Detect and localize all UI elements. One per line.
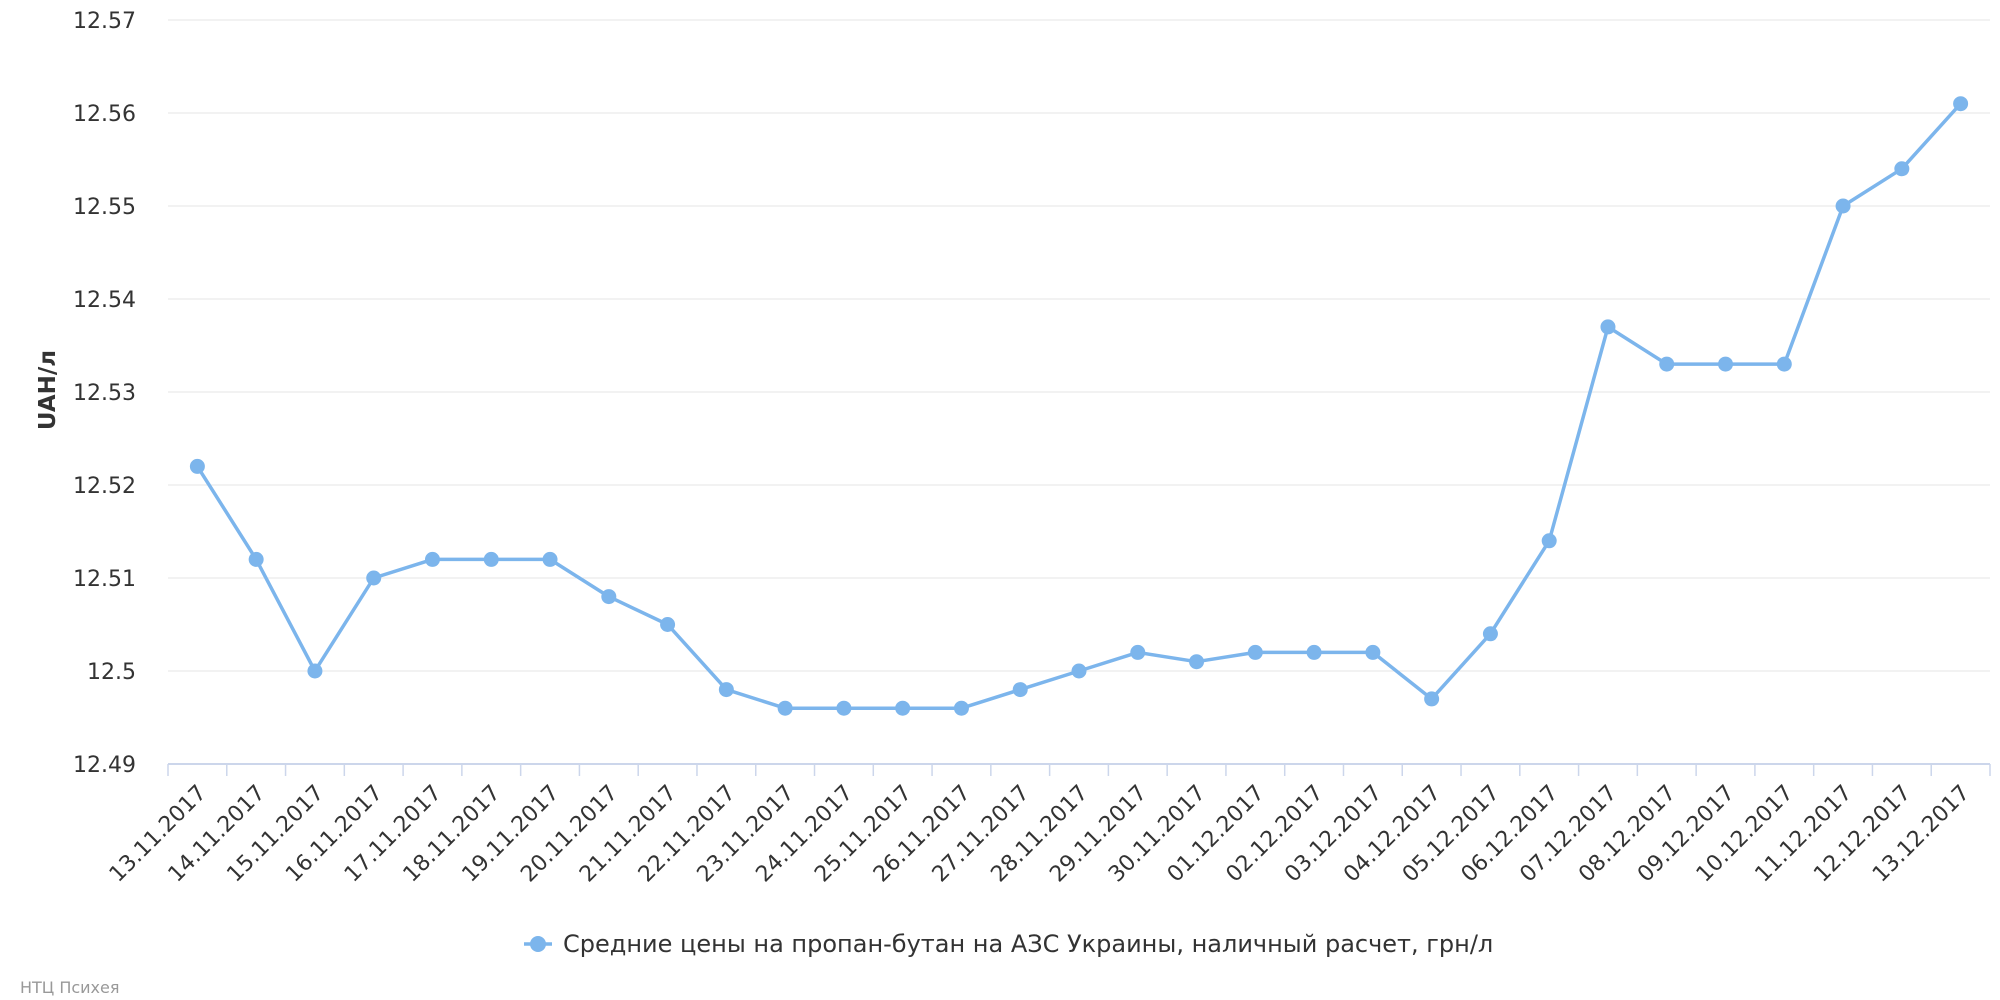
data-point bbox=[189, 458, 205, 474]
y-axis-label: UAH/л bbox=[35, 350, 61, 430]
data-point bbox=[542, 551, 558, 567]
data-point bbox=[777, 700, 793, 716]
series-line bbox=[195, 101, 1963, 710]
series-layer bbox=[189, 96, 1969, 716]
y-axis-ticks: 12.49 12.5 12.51 12.52 12.53 12.54 12.55 12.56 1… bbox=[73, 9, 136, 778]
grid-lines bbox=[168, 19, 1990, 672]
data-point bbox=[1659, 356, 1675, 372]
y-tick-label: 12.52 bbox=[73, 474, 136, 499]
data-point bbox=[1424, 691, 1440, 707]
data-point bbox=[1835, 198, 1851, 214]
y-tick-label: 12.51 bbox=[73, 567, 136, 592]
data-point bbox=[1130, 644, 1146, 660]
chart-credit: НТЦ Психея bbox=[20, 978, 119, 997]
y-tick-label: 12.5 bbox=[87, 660, 136, 685]
data-point bbox=[1012, 682, 1028, 698]
x-axis-ticks: 13.11.201714.11.201715.11.201716.11.2017… bbox=[105, 781, 1975, 888]
data-point bbox=[424, 551, 440, 567]
y-tick-label: 12.53 bbox=[73, 381, 136, 406]
data-point bbox=[1365, 644, 1381, 660]
data-point bbox=[1306, 644, 1322, 660]
x-axis bbox=[167, 763, 1991, 776]
data-point bbox=[1776, 356, 1792, 372]
data-point bbox=[953, 700, 969, 716]
data-point bbox=[483, 551, 499, 567]
data-point bbox=[1247, 644, 1263, 660]
data-point bbox=[307, 663, 323, 679]
data-point bbox=[836, 700, 852, 716]
data-point bbox=[601, 589, 617, 605]
data-point bbox=[1894, 161, 1910, 177]
data-point bbox=[1600, 319, 1616, 335]
data-point bbox=[660, 617, 676, 632]
legend-label[interactable]: Средние цены на пропан-бутан на АЗС Укра… bbox=[563, 930, 1493, 958]
y-tick-label: 12.49 bbox=[73, 753, 136, 778]
y-tick-label: 12.56 bbox=[73, 102, 136, 127]
data-point bbox=[895, 700, 911, 716]
y-tick-label: 12.54 bbox=[73, 288, 136, 313]
data-point bbox=[1541, 533, 1557, 549]
data-point bbox=[366, 570, 382, 586]
legend[interactable]: Средние цены на пропан-бутан на АЗС Укра… bbox=[524, 930, 1493, 958]
y-tick-label: 12.55 bbox=[73, 195, 136, 220]
data-point bbox=[1953, 96, 1969, 112]
y-tick-label: 12.57 bbox=[73, 9, 136, 34]
data-point bbox=[1718, 356, 1734, 372]
legend-dot-marker bbox=[530, 936, 546, 952]
data-point bbox=[1071, 663, 1087, 679]
data-point bbox=[1189, 654, 1205, 670]
data-point bbox=[248, 551, 264, 567]
data-point bbox=[1482, 626, 1498, 642]
data-point bbox=[718, 682, 734, 698]
